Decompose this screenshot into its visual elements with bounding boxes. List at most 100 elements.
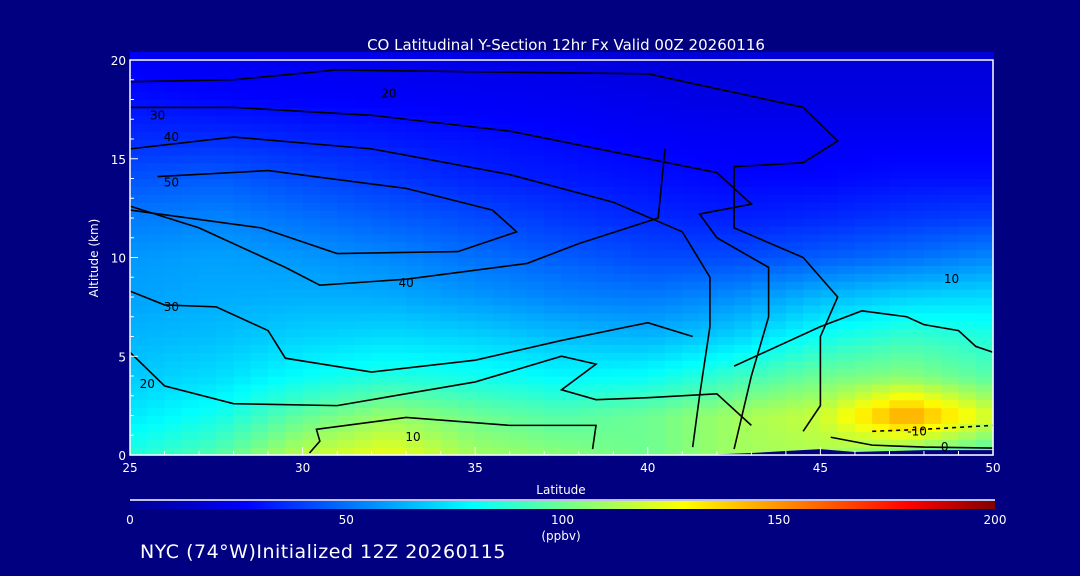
heatmap-cell [371, 265, 390, 274]
heatmap-cell [475, 439, 494, 448]
heatmap-cell [837, 431, 856, 440]
heatmap-cell [233, 423, 252, 432]
heatmap-cell [371, 75, 390, 85]
heatmap-cell [216, 368, 235, 377]
heatmap-cell [613, 241, 632, 251]
heatmap-cell [647, 107, 666, 116]
heatmap-cell [388, 368, 407, 377]
heatmap-cell [665, 415, 683, 424]
heatmap-cell [199, 265, 217, 274]
heatmap-cell [302, 415, 321, 424]
heatmap-cell [630, 336, 649, 345]
heatmap-cell [354, 52, 373, 61]
heatmap-cell [923, 60, 942, 69]
heatmap-cell [337, 91, 355, 101]
heatmap-cell [130, 170, 148, 180]
heatmap-cell [216, 265, 235, 274]
heatmap-cell [578, 273, 597, 282]
heatmap-cell [613, 447, 632, 456]
heatmap-cell [958, 115, 977, 124]
heatmap-cell [181, 273, 200, 282]
heatmap-cell [233, 218, 252, 227]
heatmap-cell [561, 281, 580, 290]
heatmap-cell [354, 99, 373, 108]
heatmap-cell [682, 360, 701, 369]
heatmap-cell [906, 265, 925, 274]
heatmap-cell [475, 186, 494, 195]
heatmap-cell [337, 368, 355, 377]
heatmap-cell [509, 399, 528, 409]
heatmap-cell [354, 423, 373, 432]
heatmap-cell [751, 170, 770, 180]
heatmap-cell [596, 415, 614, 424]
heatmap-cell [216, 281, 235, 290]
heatmap-cell [906, 139, 925, 148]
heatmap-cell [906, 344, 925, 353]
heatmap-cell [319, 139, 338, 148]
heatmap-cell [820, 123, 839, 132]
heatmap-cell [734, 162, 752, 172]
heatmap-cell [319, 83, 338, 93]
heatmap-cell [820, 146, 839, 156]
heatmap-cell [613, 162, 632, 172]
heatmap-cell [561, 60, 580, 69]
heatmap-cell [561, 75, 580, 85]
heatmap-cell [164, 67, 183, 77]
heatmap-cell [130, 99, 148, 108]
heatmap-cell [406, 146, 425, 156]
heatmap-cell [682, 178, 701, 187]
heatmap-cell [906, 91, 925, 101]
heatmap-cell [130, 344, 148, 353]
heatmap-cell [285, 225, 304, 235]
heatmap-cell [423, 352, 442, 361]
heatmap-cell [544, 265, 563, 274]
heatmap-cell [526, 60, 545, 69]
heatmap-cell [820, 178, 839, 187]
heatmap-cell [734, 139, 752, 148]
heatmap-cell [699, 281, 718, 290]
heatmap-cell [216, 60, 235, 69]
heatmap-cell [388, 360, 407, 369]
heatmap-cell [596, 407, 614, 417]
heatmap-cell [665, 376, 683, 385]
heatmap-cell [872, 194, 891, 203]
heatmap-cell [526, 415, 545, 424]
heatmap-cell [423, 407, 442, 417]
heatmap-cell [785, 360, 804, 369]
heatmap-cell [872, 139, 891, 148]
heatmap-cell [751, 376, 770, 385]
heatmap-cell [751, 360, 770, 369]
heatmap-cell [958, 178, 977, 187]
heatmap-cell [630, 225, 649, 235]
heatmap-cell [233, 52, 252, 61]
heatmap-cell [268, 67, 286, 77]
heatmap-cell [457, 336, 476, 345]
heatmap-cell [665, 383, 683, 393]
heatmap-cell [578, 115, 597, 124]
heatmap-cell [337, 407, 355, 417]
heatmap-cell [561, 352, 580, 361]
heatmap-cell [889, 210, 908, 219]
heatmap-cell [785, 431, 804, 440]
heatmap-cell [613, 233, 632, 243]
heatmap-cell [388, 99, 407, 108]
heatmap-cell [526, 154, 545, 164]
heatmap-cell [561, 297, 580, 306]
heatmap-cell [457, 312, 476, 322]
heatmap-cell [147, 336, 166, 345]
heatmap-cell [716, 241, 735, 251]
heatmap-cell [613, 281, 632, 290]
heatmap-cell [854, 265, 873, 274]
heatmap-cell [716, 399, 735, 409]
heatmap-cell [337, 241, 355, 251]
heatmap-cell [199, 257, 217, 266]
heatmap-cell [923, 154, 942, 164]
heatmap-cell [820, 225, 839, 235]
heatmap-cell [958, 423, 977, 432]
heatmap-cell [613, 312, 632, 322]
heatmap-cell [492, 265, 511, 274]
heatmap-cell [130, 233, 148, 243]
heatmap-cell [440, 210, 459, 219]
heatmap-cell [561, 115, 580, 124]
heatmap-cell [440, 249, 459, 259]
